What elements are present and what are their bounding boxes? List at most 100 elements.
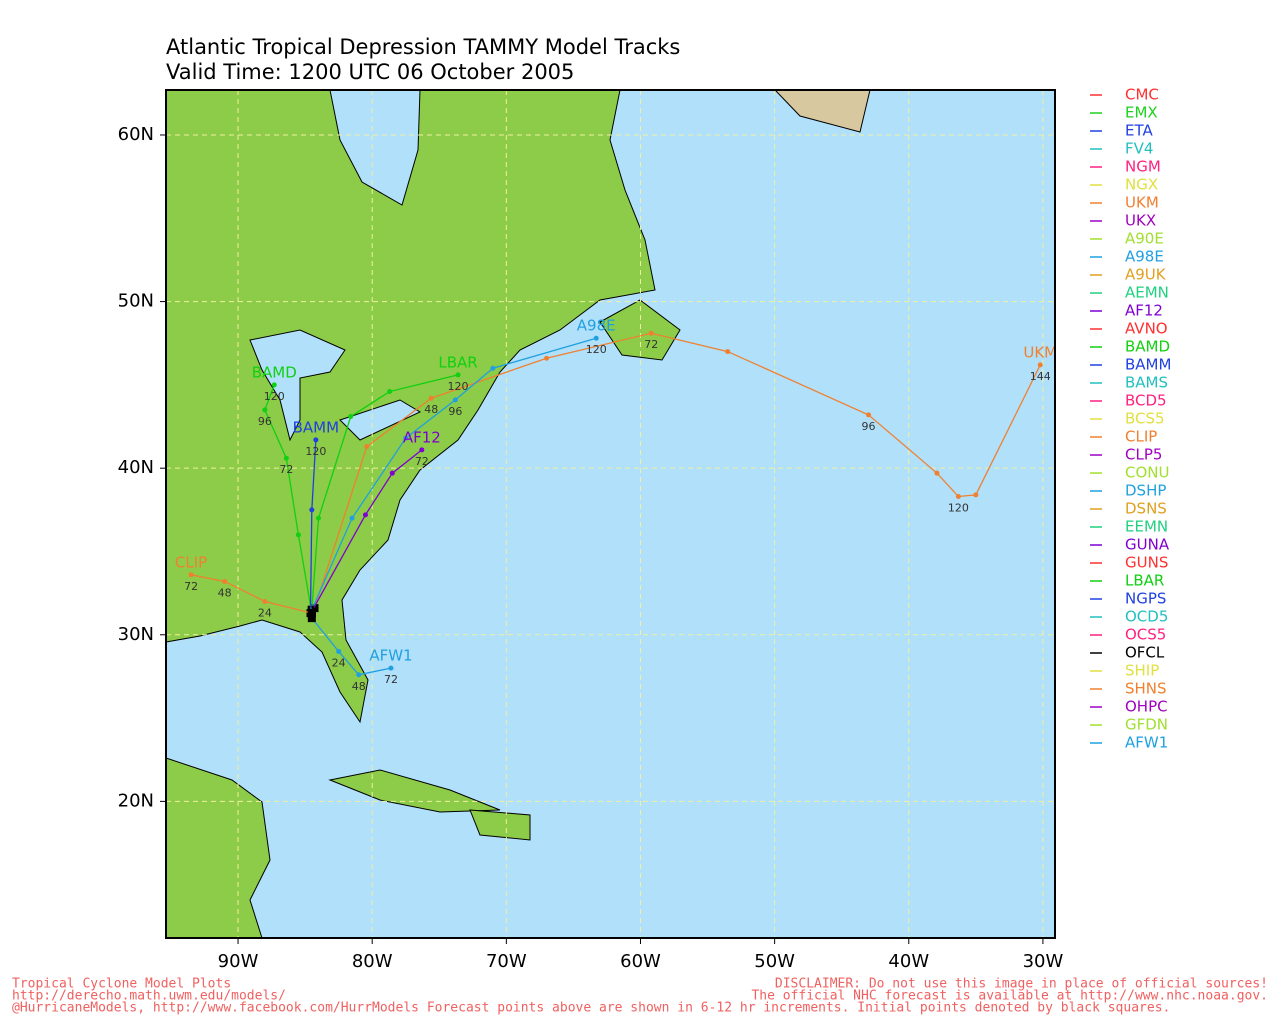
- legend-label: CMC: [1125, 86, 1159, 104]
- footer-text: DISCLAIMER: Do not use this image in pla…: [775, 977, 1268, 992]
- track-name: AFW1: [369, 647, 412, 665]
- legend-label: OFCL: [1125, 644, 1165, 662]
- track-point: [271, 382, 277, 388]
- legend-label: BAMD: [1125, 338, 1170, 356]
- track-point: [295, 532, 301, 538]
- track-point: [262, 407, 268, 413]
- legend-label: AVNO: [1125, 320, 1168, 338]
- forecast-hour-label: 72: [279, 463, 293, 476]
- forecast-hour-label: 120: [305, 445, 326, 458]
- legend-label: GUNS: [1125, 554, 1168, 572]
- title-line: Valid Time: 1200 UTC 06 October 2005: [166, 60, 574, 84]
- lat-tick-label: 40N: [118, 457, 154, 478]
- legend-label: A90E: [1125, 230, 1164, 248]
- legend-label: CONU: [1125, 464, 1169, 482]
- track-point: [283, 455, 289, 461]
- forecast-hour-label: 96: [258, 415, 272, 428]
- forecast-hour-label: 24: [258, 606, 272, 619]
- footer: Tropical Cyclone Model Plotshttp://derec…: [12, 977, 1268, 1016]
- lon-tick-label: 30W: [1023, 951, 1064, 972]
- forecast-hour-label: 48: [352, 680, 366, 693]
- basemap: [165, 89, 1055, 939]
- legend-label: BCS5: [1125, 410, 1165, 428]
- initial-point: [307, 614, 316, 623]
- legend-label: UKM: [1125, 194, 1159, 212]
- track-name: BAMM: [293, 418, 339, 436]
- track-point: [348, 414, 354, 420]
- legend-label: SHIP: [1125, 662, 1159, 680]
- legend-label: UKX: [1125, 212, 1156, 230]
- legend-label: SHNS: [1125, 680, 1167, 698]
- legend-label: CLP5: [1125, 446, 1162, 464]
- track-point: [544, 355, 550, 361]
- hispaniola: [469, 809, 531, 841]
- footer-text: The official NHC forecast is available a…: [751, 989, 1268, 1004]
- track-point: [364, 444, 370, 450]
- forecast-hour-label: 72: [384, 673, 398, 686]
- lon-tick-label: 70W: [486, 951, 527, 972]
- track-name: BAMD: [252, 363, 297, 381]
- track-name: AF12: [403, 428, 441, 446]
- track-point: [955, 494, 961, 500]
- track-point: [934, 470, 940, 476]
- legend-label: AEMN: [1125, 284, 1169, 302]
- track-point: [455, 372, 461, 378]
- lon-tick-label: 40W: [888, 951, 929, 972]
- initial-point: [307, 609, 316, 618]
- track-point: [188, 572, 194, 578]
- track-point: [593, 335, 599, 341]
- legend-label: BAMM: [1125, 356, 1171, 374]
- track-line: [190, 574, 312, 614]
- forecast-hour-label: 120: [448, 380, 469, 393]
- legend-label: FV4: [1125, 140, 1153, 158]
- track-point: [648, 330, 654, 336]
- track-point: [313, 437, 319, 443]
- legend-label: GUNA: [1125, 536, 1170, 554]
- great-lakes: [339, 399, 422, 441]
- track-line: [311, 449, 423, 612]
- track-line: [311, 617, 392, 676]
- forecast-hour-label: 72: [415, 455, 429, 468]
- lon-tick-label: 60W: [620, 951, 661, 972]
- legend-label: A98E: [1125, 248, 1164, 266]
- track-point: [262, 598, 268, 604]
- legend-label: AFW1: [1125, 734, 1168, 752]
- track-point: [362, 512, 368, 518]
- lon-tick-label: 50W: [754, 951, 795, 972]
- track-point: [725, 349, 731, 355]
- lon-tick-label: 80W: [352, 951, 393, 972]
- legend-label: GFDN: [1125, 716, 1168, 734]
- track-point: [222, 578, 228, 584]
- track-point: [336, 648, 342, 654]
- track-point: [973, 492, 979, 498]
- legend-label: EEMN: [1125, 518, 1168, 536]
- grid: [166, 90, 1055, 938]
- great-lakes: [249, 329, 346, 442]
- newfoundland: [599, 299, 681, 361]
- track-point: [419, 447, 425, 453]
- forecast-hour-label: 96: [448, 405, 462, 418]
- track-point: [349, 515, 355, 521]
- track-line: [311, 337, 597, 611]
- track-name: UKM: [1023, 343, 1057, 361]
- legend-label: CLIP: [1125, 428, 1157, 446]
- legend-label: NGM: [1125, 158, 1161, 176]
- forecast-hour-label: 48: [218, 586, 232, 599]
- track-point: [387, 389, 393, 395]
- legend-label: DSNS: [1125, 500, 1167, 518]
- track-point: [309, 507, 315, 513]
- legend-label: OCD5: [1125, 608, 1168, 626]
- forecast-hour-label: 24: [332, 656, 346, 669]
- map-frame: [165, 89, 1056, 939]
- legend-label: BCD5: [1125, 392, 1167, 410]
- forecast-hour-label: 144: [1030, 370, 1051, 383]
- forecast-hour-label: 120: [264, 390, 285, 403]
- legend-label: OCS5: [1125, 626, 1166, 644]
- track-point: [866, 412, 872, 418]
- footer-text: http://derecho.math.uwm.edu/models/: [12, 989, 286, 1004]
- legend-label: A9UK: [1125, 266, 1167, 284]
- legend: CMCEMXETAFV4NGMNGXUKMUKXA90EA98EA9UKAEMN…: [1090, 86, 1171, 752]
- track-point: [389, 470, 395, 476]
